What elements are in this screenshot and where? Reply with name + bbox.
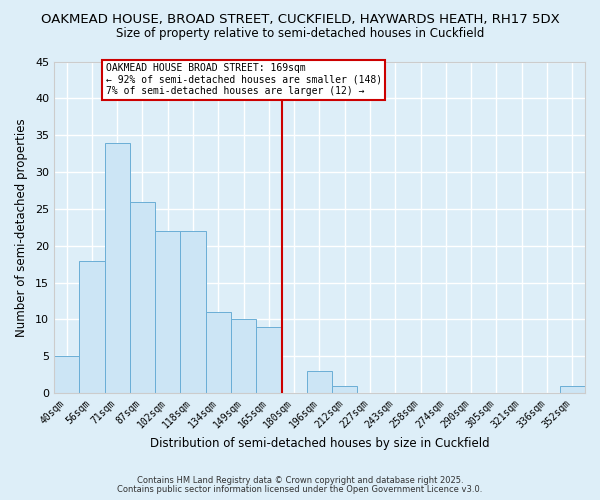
Y-axis label: Number of semi-detached properties: Number of semi-detached properties [15, 118, 28, 336]
Text: OAKMEAD HOUSE, BROAD STREET, CUCKFIELD, HAYWARDS HEATH, RH17 5DX: OAKMEAD HOUSE, BROAD STREET, CUCKFIELD, … [41, 12, 559, 26]
Bar [560, 386, 585, 393]
Text: Contains public sector information licensed under the Open Government Licence v3: Contains public sector information licen… [118, 485, 482, 494]
Text: OAKMEAD HOUSE BROAD STREET: 169sqm
← 92% of semi-detached houses are smaller (14: OAKMEAD HOUSE BROAD STREET: 169sqm ← 92%… [106, 63, 382, 96]
Bar [79, 260, 104, 393]
Text: Size of property relative to semi-detached houses in Cuckfield: Size of property relative to semi-detach… [116, 28, 484, 40]
Bar [307, 371, 332, 393]
Bar [206, 312, 231, 393]
Bar [130, 202, 155, 393]
Bar [104, 142, 130, 393]
Bar [231, 320, 256, 393]
Bar [256, 327, 281, 393]
Bar [155, 231, 181, 393]
Text: Contains HM Land Registry data © Crown copyright and database right 2025.: Contains HM Land Registry data © Crown c… [137, 476, 463, 485]
Bar [54, 356, 79, 393]
X-axis label: Distribution of semi-detached houses by size in Cuckfield: Distribution of semi-detached houses by … [149, 437, 489, 450]
Bar [181, 231, 206, 393]
Bar [332, 386, 358, 393]
